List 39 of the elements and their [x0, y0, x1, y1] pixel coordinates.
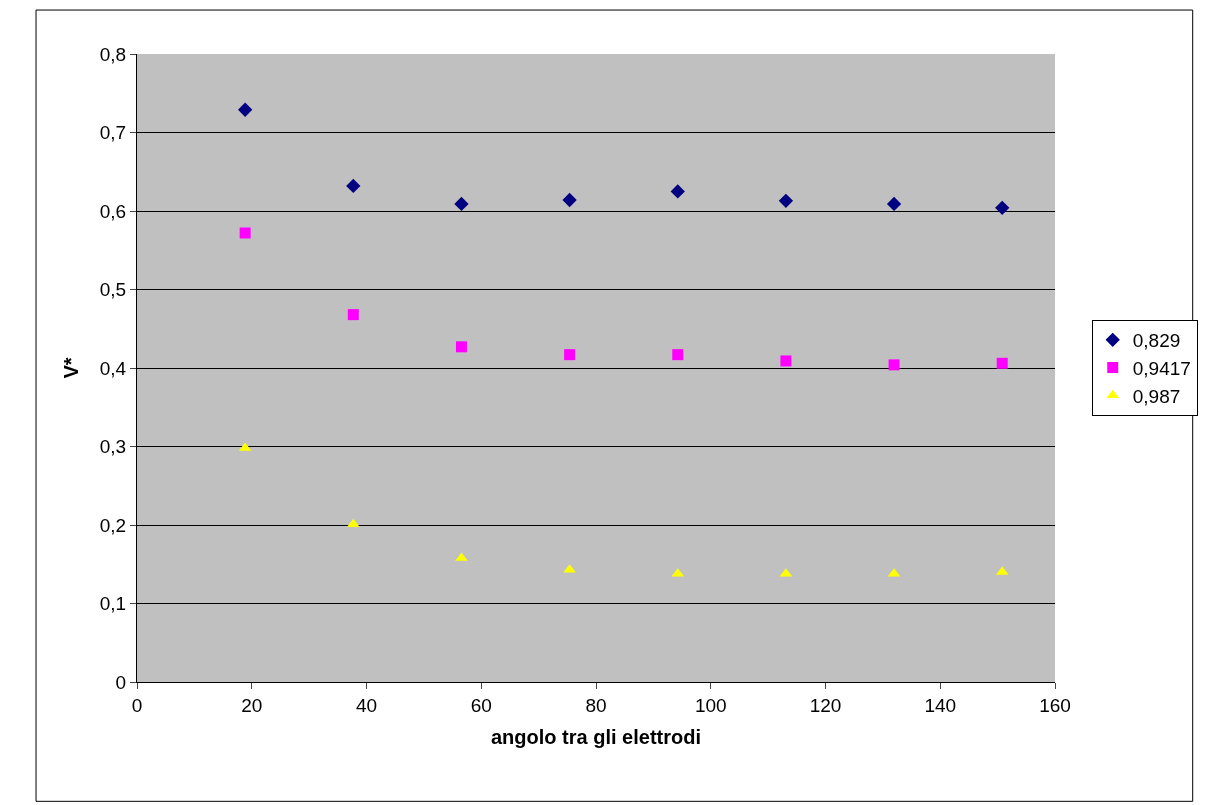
- point: [239, 227, 251, 239]
- x-tick-label: 20: [241, 694, 263, 716]
- y-tick-label: 0,1: [99, 593, 127, 615]
- y-tick-label: 0: [115, 671, 127, 693]
- y-tick-label: 0,2: [99, 514, 127, 536]
- x-tick-label: 0: [131, 694, 143, 716]
- x-tick-label: 60: [470, 694, 492, 716]
- point: [996, 357, 1008, 369]
- y-tick-label: 0,6: [99, 200, 127, 222]
- point: [238, 102, 253, 117]
- x-tick-label: 40: [355, 694, 378, 716]
- x-tick-label: 120: [809, 694, 842, 716]
- legend-label: 0,829: [1132, 330, 1181, 352]
- legend-label: 0,987: [1132, 385, 1181, 407]
- point: [346, 178, 361, 194]
- point: [454, 196, 469, 212]
- point: [780, 355, 792, 367]
- y-tick-label: 0,8: [99, 43, 127, 65]
- x-tick-label: 80: [585, 694, 607, 716]
- y-axis-title: V*: [60, 357, 83, 379]
- legend-label: 0,9417: [1132, 357, 1191, 379]
- x-tick-label: 160: [1039, 694, 1071, 716]
- y-tick-label: 0,5: [99, 279, 127, 301]
- y-tick-label: 0,7: [99, 122, 127, 144]
- y-tick-label: 0,3: [99, 436, 127, 458]
- y-tick-label: 0,4: [99, 357, 127, 379]
- point: [564, 349, 576, 361]
- point: [562, 192, 577, 208]
- x-axis-title: angolo tra gli elettrodi: [490, 726, 702, 749]
- point: [347, 309, 359, 321]
- point: [778, 193, 794, 208]
- point: [455, 341, 467, 353]
- point: [886, 196, 902, 212]
- point: [670, 184, 685, 199]
- point: [888, 359, 900, 371]
- x-tick-label: 100: [694, 694, 727, 716]
- point: [995, 200, 1010, 216]
- x-tick-label: 140: [924, 694, 957, 716]
- point: [672, 349, 684, 361]
